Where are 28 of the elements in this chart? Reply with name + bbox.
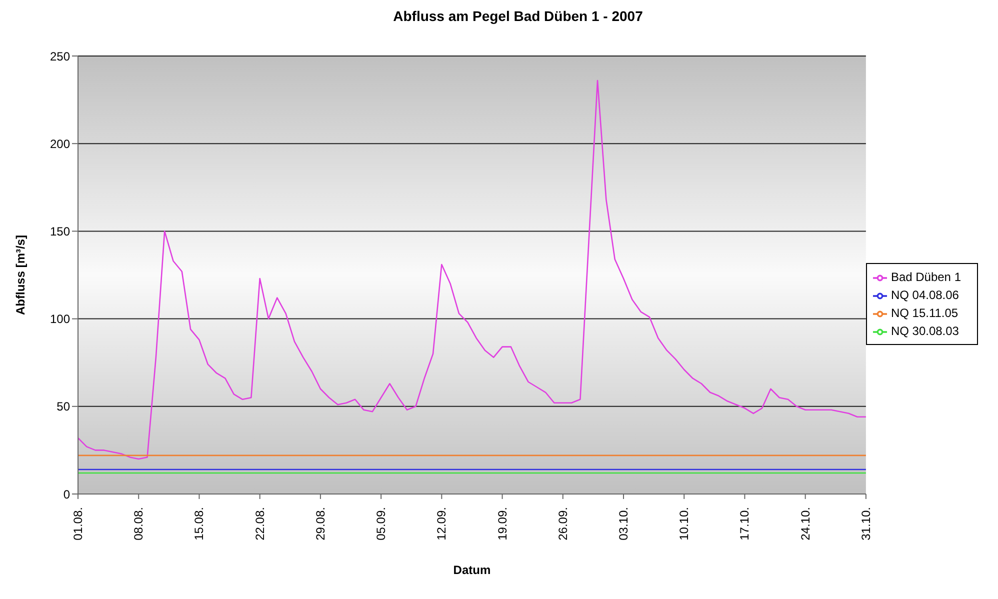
x-tick-label: 17.10. (738, 507, 752, 540)
legend-label: NQ 04.08.06 (890, 288, 959, 302)
legend-label: NQ 15.11.05 (890, 306, 958, 320)
x-tick-label: 08.08. (132, 507, 146, 540)
x-tick-label: 22.08. (252, 507, 267, 540)
x-axis-title: Datum (453, 563, 491, 577)
chart-title: Abfluss am Pegel Bad Düben 1 - 2007 (392, 8, 644, 24)
x-tick-label: 19.09. (495, 507, 510, 540)
legend-label: NQ 30.08.03 (890, 324, 959, 338)
y-tick-label: 0 (63, 487, 70, 502)
x-tick-label: 03.10. (616, 507, 630, 540)
y-tick-label: 150 (50, 224, 70, 238)
y-tick-label: 50 (56, 400, 70, 414)
y-tick-label: 250 (50, 49, 70, 64)
y-axis-title: Abfluss [m³/s] (13, 234, 28, 316)
x-tick-label: 26.09. (556, 507, 570, 540)
x-tick-label: 24.10. (798, 507, 812, 540)
x-tick-label: 05.09. (374, 507, 388, 540)
x-tick-label: 29.08. (313, 507, 328, 540)
x-tick-label: 10.10. (677, 507, 692, 540)
y-tick-label: 200 (50, 136, 70, 151)
x-tick-label: 01.08. (71, 507, 85, 540)
y-tick-label: 100 (50, 312, 70, 326)
x-tick-label: 15.08. (192, 507, 206, 540)
legend-label: Bad Düben 1 (890, 270, 961, 284)
line-series (78, 80, 866, 460)
x-tick-label: 31.10. (858, 507, 873, 540)
x-tick-label: 12.09. (434, 507, 449, 540)
